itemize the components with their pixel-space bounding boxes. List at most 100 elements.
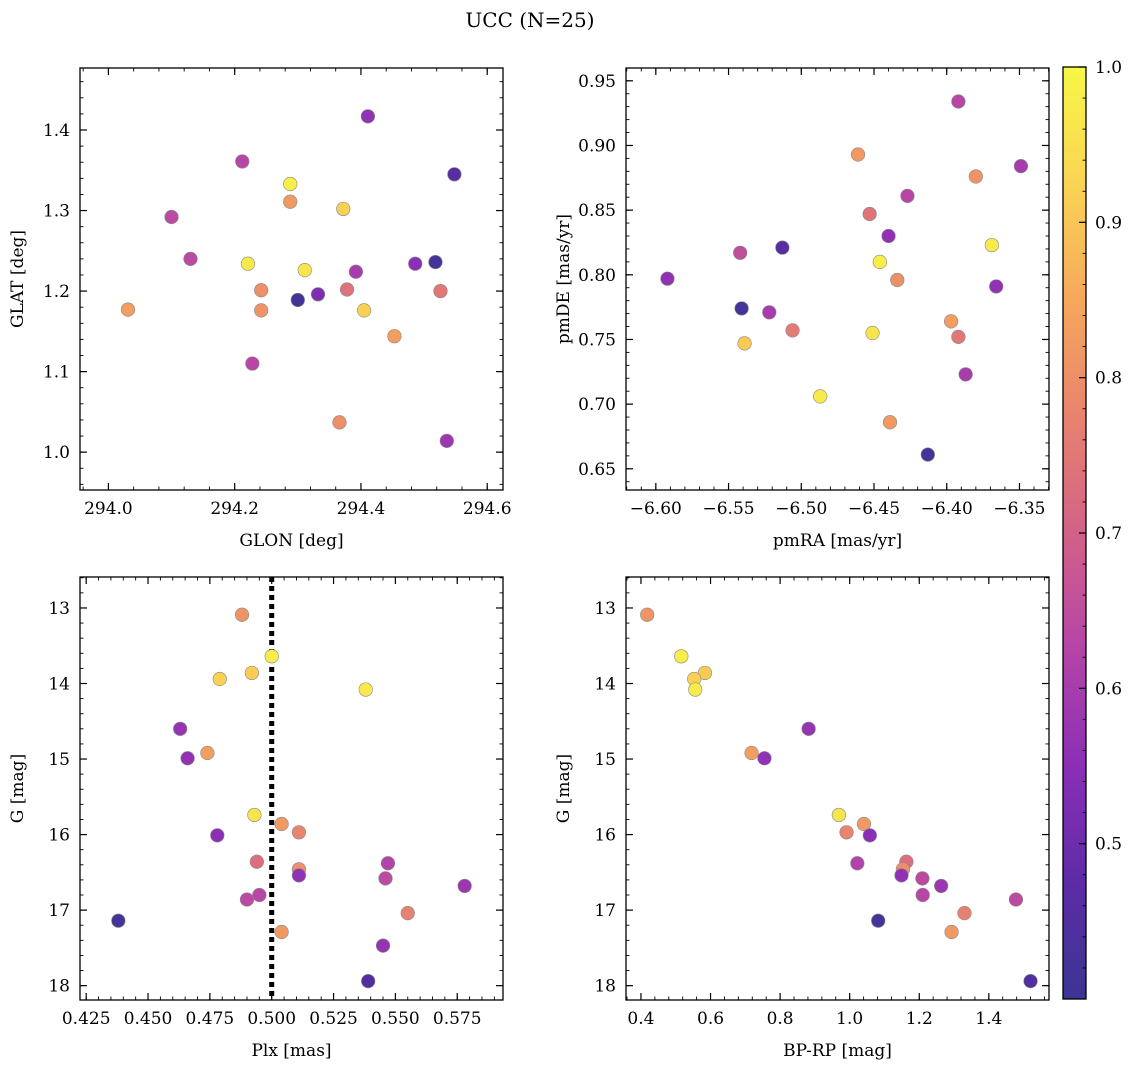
scatter-point [958,367,973,382]
scatter-point [862,206,877,222]
scatter-point [951,94,966,109]
scatter-point [862,828,877,843]
colorbar-tick-label: 0.8 [1095,369,1122,389]
scatter-point [744,745,759,761]
scatter-point [801,721,816,736]
scatter-point [290,292,305,308]
scatter-point [1008,892,1024,907]
scatter-point [378,871,393,886]
scatter-point [183,251,198,266]
x-tick-label: 1.0 [836,1009,863,1029]
scatter-point [348,264,363,279]
scatter-point [332,415,347,430]
scatter-point [871,913,886,928]
scatter-point [674,649,689,664]
scatter-point [339,282,355,297]
colorbar-tick-label: 1.0 [1095,58,1122,78]
scatter-point [235,154,250,169]
scatter-point [968,169,983,184]
scatter-point [239,892,255,907]
scatter-point [111,913,126,928]
scatter-point [882,415,898,430]
y-tick-label: 0.85 [578,201,616,221]
figure-title: UCC (N=25) [465,8,594,32]
scatter-point [872,254,887,269]
y-tick-label: 17 [594,901,616,921]
x-tick-label: 0.500 [247,1009,296,1029]
x-tick-label: 294.4 [337,499,386,519]
x-tick-label: 0.450 [124,1009,173,1029]
scatter-point [200,745,215,761]
x-tick-label: 1.2 [906,1009,933,1029]
x-tick-label: 294.6 [463,499,512,519]
scatter-point [957,906,972,921]
y-tick-label: 1.1 [43,363,70,383]
scatter-point [1023,974,1038,989]
colorbar-gradient [1063,67,1086,999]
x-tick-label: 294.2 [210,499,259,519]
scatter-point [291,825,307,840]
x-tick-label: 1.4 [975,1009,1002,1029]
scatter-point [839,825,854,840]
scatter-point [380,856,396,871]
scatter-point [310,287,326,302]
x-axis-label: Plx [mas] [251,1041,331,1061]
scatter-point [400,906,415,921]
scatter-point [283,194,298,209]
y-tick-label: 1.3 [43,202,70,222]
y-tick-label: 14 [48,675,70,695]
y-tick-label: 18 [48,977,70,997]
y-tick-label: 0.70 [578,395,616,415]
scatter-point [447,167,462,182]
scatter-point [360,109,375,124]
y-tick-label: 13 [48,599,70,619]
scatter-point [660,271,675,286]
scatter-point [951,329,966,344]
y-tick-label: 15 [48,750,70,770]
scatter-point [762,305,777,320]
scatter-point [274,816,289,832]
scatter-point [173,721,188,736]
scatter-point [890,272,905,288]
x-tick-label: 294.0 [84,499,133,519]
scatter-point [297,263,312,278]
y-tick-label: 1.0 [43,443,70,463]
scatter-point [164,209,179,225]
scatter-point [688,682,703,697]
scatter-point [180,751,195,766]
pm-panel: −6.60 −6.55 −6.50 −6.45 −6.40 −6.35 0.65 0.70 0.… [554,67,1050,551]
scatter-point [120,302,136,317]
x-tick-label: −6.35 [993,499,1045,519]
x-tick-label: −6.60 [630,499,682,519]
x-tick-label: 0.8 [767,1009,794,1029]
x-tick-label: 0.6 [697,1009,724,1029]
y-tick-label: 18 [594,977,616,997]
plot-frame [625,67,1050,491]
plx-g-panel: 0.425 0.450 0.475 0.500 0.525 0.550 0.575 13 14 1… [8,576,504,1061]
scatter-point [640,607,655,622]
x-axis-label: pmRA [mas/yr] [773,531,902,551]
scatter-point [831,807,846,823]
scatter-point [850,147,866,162]
colorbar-tick-label: 0.5 [1095,835,1122,855]
y-tick-label: 14 [594,675,616,695]
scatter-panels: 294.0 294.2 294.4 294.6 1.0 1.1 1.2 1.3 1.4 GLON … [8,67,1050,1061]
y-tick-label: 16 [48,826,70,846]
scatter-point [697,665,713,681]
x-axis-label: BP-RP [mag] [783,1041,892,1061]
scatter-point [989,279,1004,294]
colorbar-tick-label: 0.6 [1095,679,1122,699]
colorbar: 0.5 0.6 0.7 0.8 0.9 1.0 [1062,58,1122,1000]
scatter-point [361,974,376,989]
scatter-point [984,237,999,253]
plot-frame [625,576,1050,1001]
scatter-point [457,878,472,894]
x-tick-label: −6.55 [702,499,754,519]
x-tick-label: 0.550 [371,1009,420,1029]
colorbar-tick-label: 0.7 [1095,524,1122,544]
scatter-point [775,240,790,255]
scatter-point [254,303,269,318]
y-axis-label: G [mag] [8,754,28,823]
scatter-point [934,878,949,894]
